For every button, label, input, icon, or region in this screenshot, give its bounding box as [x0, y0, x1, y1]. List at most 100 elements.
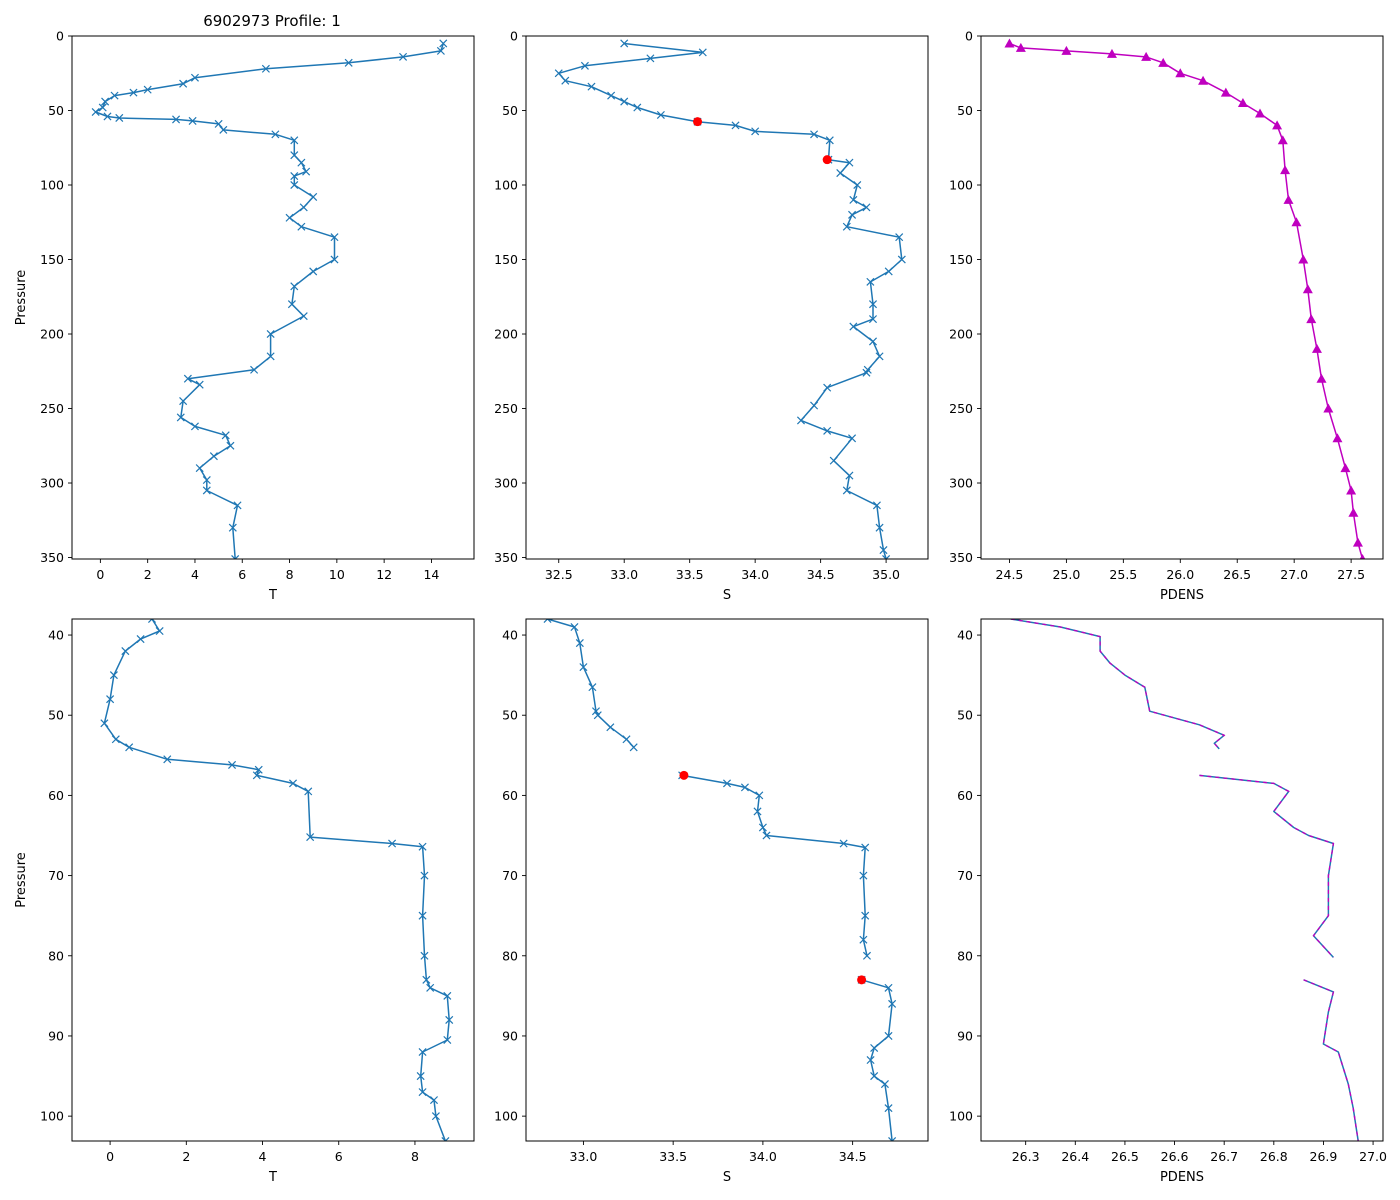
- x-tick-label: 2: [144, 567, 152, 582]
- data-point: [101, 97, 110, 106]
- x-tick-label: 26.7: [1210, 1149, 1238, 1164]
- flagged-point: [679, 770, 689, 780]
- series-line-overlay: [1010, 619, 1226, 750]
- data-point: [188, 116, 197, 125]
- axes-frame: [980, 618, 1384, 1142]
- data-point: [722, 779, 732, 788]
- data-point: [115, 113, 124, 122]
- flagged-point: [822, 155, 832, 165]
- y-tick-label: 40: [48, 628, 64, 643]
- data-point: [1061, 45, 1072, 55]
- y-tick-label: 60: [48, 788, 64, 803]
- data-point: [443, 1035, 452, 1044]
- axes-frame: [525, 35, 929, 560]
- data-point: [111, 735, 120, 744]
- data-point: [842, 222, 851, 231]
- data-point: [656, 110, 665, 119]
- data-point: [588, 683, 597, 692]
- y-tick-label: 150: [949, 252, 973, 267]
- y-tick-label: 350: [949, 550, 973, 565]
- data-point: [1302, 284, 1313, 294]
- y-tick-label: 90: [957, 1028, 973, 1043]
- x-tick-label: 26.5: [1111, 1149, 1139, 1164]
- plot-area: [100, 619, 454, 1141]
- data-point: [897, 255, 906, 264]
- data-point: [1348, 507, 1359, 517]
- figure-title: 6902973 Profile: 1: [203, 12, 341, 30]
- series-line: [557, 42, 903, 559]
- data-point: [420, 951, 429, 960]
- y-tick-label: 100: [40, 178, 64, 193]
- y-tick-label: 0: [510, 29, 518, 44]
- data-point: [1298, 254, 1309, 264]
- data-point: [870, 1043, 879, 1053]
- data-point: [620, 97, 629, 106]
- data-point: [868, 315, 878, 324]
- y-tick-label: 40: [502, 628, 518, 643]
- data-point: [848, 210, 857, 219]
- data-point: [587, 82, 596, 91]
- axes-frame: [525, 618, 929, 1142]
- data-point: [1311, 343, 1322, 353]
- data-point: [1272, 120, 1283, 130]
- series-line: [1009, 42, 1364, 559]
- data-point: [755, 791, 764, 800]
- data-point: [1255, 108, 1266, 118]
- data-point: [1237, 98, 1248, 108]
- data-point: [620, 39, 629, 48]
- data-point: [848, 434, 857, 443]
- data-point: [579, 663, 588, 672]
- y-tick-label: 300: [494, 476, 518, 491]
- data-point: [866, 1055, 875, 1065]
- data-point: [607, 91, 616, 100]
- data-point: [862, 368, 871, 377]
- series-line: [94, 43, 445, 559]
- data-point: [285, 213, 294, 222]
- data-point: [1332, 433, 1343, 443]
- y-tick-label: 100: [949, 1109, 973, 1124]
- data-point: [416, 1072, 425, 1081]
- y-tick-label: 300: [949, 476, 973, 491]
- data-point: [606, 723, 615, 732]
- data-point: [1158, 57, 1169, 67]
- data-point: [882, 554, 891, 559]
- series-line: [1303, 979, 1359, 1141]
- y-axis-label: Pressure: [14, 852, 29, 908]
- panel-bottom-middle: 33.0 33.5 34.0 34.5 40 50 60 70 80 90 100 S: [494, 618, 929, 1185]
- x-tick-label: 35.0: [872, 567, 900, 582]
- y-tick-label: 200: [949, 327, 973, 342]
- data-point: [862, 951, 872, 960]
- data-point: [441, 1136, 450, 1141]
- x-tick-label: 26.3: [1012, 1149, 1040, 1164]
- x-tick-label: 34.0: [741, 567, 769, 582]
- data-point: [895, 233, 904, 242]
- data-point: [436, 46, 445, 55]
- x-axis-label: T: [268, 588, 277, 603]
- data-point: [570, 622, 579, 632]
- x-tick-label: 34.0: [749, 1149, 777, 1164]
- x-tick-label: 12: [376, 567, 392, 582]
- y-tick-label: 70: [48, 868, 64, 883]
- data-point: [875, 352, 884, 361]
- data-point: [422, 975, 431, 984]
- data-point: [129, 88, 138, 97]
- data-point: [884, 1031, 893, 1040]
- data-point: [839, 839, 848, 848]
- panel-top-middle: 32.5 33.0 33.5 34.0 34.5 35.0 0 50 100 150 200 250 3…: [494, 29, 929, 603]
- y-tick-label: 50: [502, 103, 518, 118]
- y-tick-label: 300: [40, 476, 64, 491]
- data-point: [330, 255, 339, 264]
- y-tick-label: 100: [40, 1109, 64, 1124]
- data-point: [1323, 403, 1334, 413]
- data-point: [622, 735, 631, 744]
- x-tick-label: 33.5: [676, 567, 704, 582]
- data-point: [1141, 51, 1152, 61]
- x-tick-label: 33.0: [610, 567, 638, 582]
- y-tick-label: 200: [494, 327, 518, 342]
- data-point: [98, 103, 107, 112]
- x-tick-label: 27.0: [1280, 567, 1308, 582]
- x-axis-label: S: [723, 1170, 731, 1185]
- data-point: [868, 300, 878, 309]
- x-tick-label: 4: [191, 567, 199, 582]
- y-tick-label: 90: [48, 1028, 64, 1043]
